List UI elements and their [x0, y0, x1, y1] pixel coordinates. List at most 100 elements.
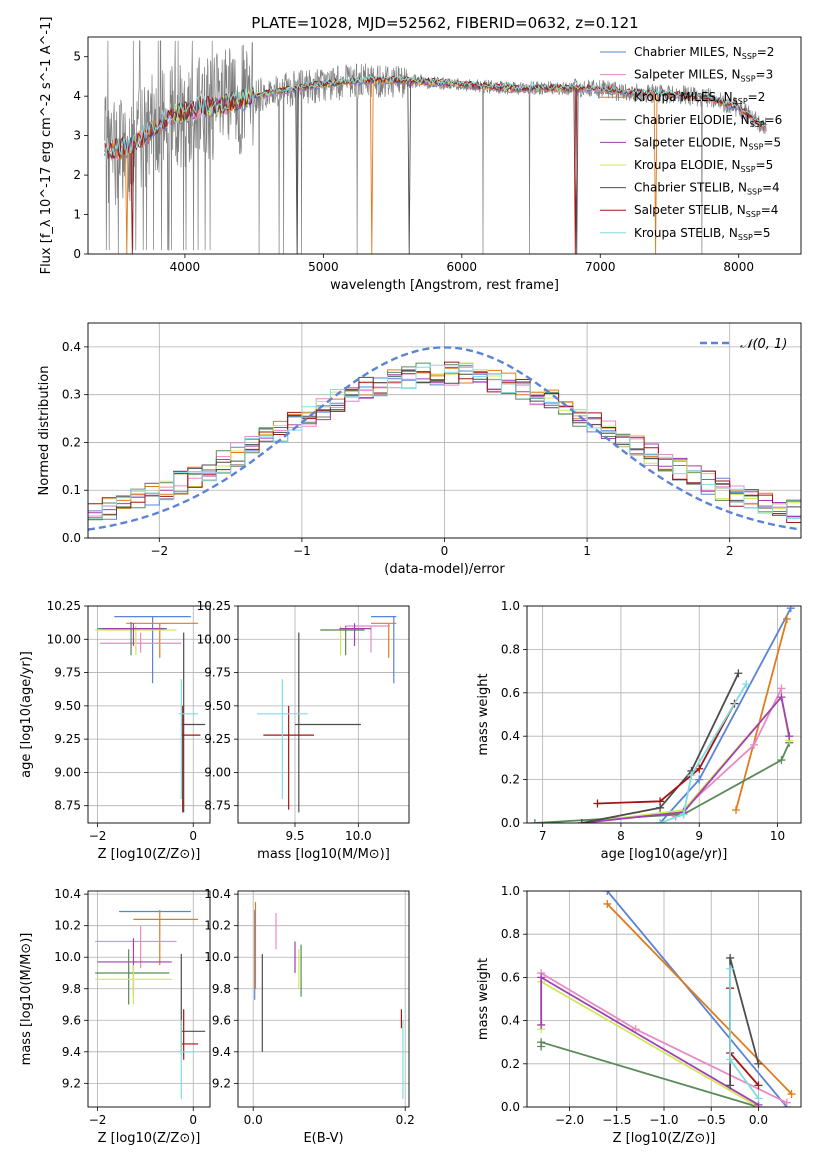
- legend-entry: 𝒩(0, 1): [740, 337, 787, 352]
- weight-point-marker: [750, 740, 759, 749]
- normal-curve-line: [88, 346, 801, 531]
- weight-point-marker: [726, 1055, 735, 1064]
- y-tick-label: 9.6: [212, 1013, 231, 1027]
- y-tick-label: 0.6: [501, 686, 520, 700]
- x-tick-label: 7: [539, 829, 547, 843]
- y-tick-label: 0.6: [501, 970, 520, 984]
- y-tick-label: 9.2: [62, 1076, 81, 1090]
- weight-point-marker: [734, 669, 743, 678]
- weight-point-marker: [786, 606, 795, 613]
- x-tick-label: 0.2: [396, 1113, 415, 1127]
- weight-point-marker: [577, 819, 586, 823]
- x-tick-label: 9.5: [285, 829, 304, 843]
- y-tick-label: 10.2: [204, 919, 231, 933]
- y-tick-label: 8.75: [54, 799, 81, 813]
- weight-series-line: [675, 688, 783, 818]
- y-tick-label: 0.0: [501, 816, 520, 830]
- weight-point-marker: [603, 891, 612, 895]
- x-axis-label: Z [log10(Z/Z⊙)]: [98, 847, 201, 862]
- weight-point-marker: [782, 615, 791, 624]
- y-tick-label: 10.0: [54, 950, 81, 964]
- y-tick-label: 0.1: [62, 483, 81, 497]
- figure-title: PLATE=1028, MJD=52562, FIBERID=0632, z=0…: [251, 14, 638, 32]
- legend-entry: Kroupa MILES, NSSP=2: [634, 90, 765, 106]
- y-tick-label: 9.4: [212, 1045, 231, 1059]
- y-tick-label: 9.8: [212, 982, 231, 996]
- y-tick-label: 9.25: [54, 732, 81, 746]
- x-tick-label: 0.0: [749, 1113, 768, 1127]
- weight-series-line: [540, 980, 759, 1107]
- x-tick-label: 7000: [585, 260, 616, 274]
- x-tick-label: 6000: [447, 260, 478, 274]
- y-tick-label: 10.2: [54, 919, 81, 933]
- weight-series-line: [735, 618, 788, 811]
- y-axis-label: mass weight: [476, 958, 491, 1040]
- y-tick-label: 9.75: [204, 666, 231, 680]
- panel-mass-vs-ebv: 0.0 0.2 9.2 9.4 9.6 9.8 10.0 10.2 10.4 E(B-V): [204, 887, 414, 1146]
- y-tick-label: 1.0: [501, 599, 520, 613]
- legend: Chabrier MILES, NSSP=2 Salpeter MILES, NS…: [600, 45, 782, 242]
- y-tick-label: 9.6: [62, 1013, 81, 1027]
- weight-point-marker: [603, 899, 612, 908]
- y-axis-label: Normed distribution: [37, 366, 52, 496]
- weight-series-line: [597, 703, 736, 805]
- weight-point-marker: [754, 1094, 763, 1103]
- y-tick-label: 3: [73, 129, 81, 143]
- weight-point-marker: [742, 680, 751, 689]
- x-axis-label: Z [log10(Z/Z⊙)]: [613, 1131, 716, 1146]
- legend-entry: Salpeter STELIB, NSSP=4: [634, 203, 778, 219]
- legend-entry: Salpeter ELODIE, NSSP=5: [634, 135, 781, 151]
- weight-point-marker: [726, 953, 735, 962]
- weight-point-marker: [777, 693, 786, 702]
- y-axis-label: mass [log10(M/M⊙)]: [19, 933, 34, 1066]
- y-tick-label: 8.75: [204, 799, 231, 813]
- y-tick-label: 9.2: [212, 1076, 231, 1090]
- weight-point-marker: [787, 1090, 796, 1099]
- weight-point-marker: [777, 684, 786, 693]
- weight-point-marker: [777, 756, 786, 765]
- x-tick-label: −1.5: [602, 1113, 631, 1127]
- axes-frame: [87, 36, 802, 255]
- plot-area: [537, 891, 796, 1107]
- axes-frame: [526, 890, 802, 1108]
- weight-point-marker: [530, 819, 539, 823]
- y-axis-label: mass weight: [476, 673, 491, 755]
- weight-series-line: [606, 903, 793, 1095]
- plot-area: [88, 346, 801, 538]
- weight-point-marker: [695, 764, 704, 773]
- x-tick-label: 4000: [170, 260, 201, 274]
- weight-point-marker: [656, 797, 665, 806]
- x-tick-label: 1: [583, 544, 591, 558]
- weight-point-marker: [726, 964, 735, 973]
- y-tick-label: 9.50: [54, 699, 81, 713]
- weight-series-line: [581, 695, 791, 823]
- y-tick-label: 1.0: [501, 884, 520, 898]
- x-tick-label: −2.0: [555, 1113, 584, 1127]
- weight-point-marker: [537, 973, 546, 982]
- weight-point-marker: [537, 1038, 546, 1047]
- y-tick-label: 0.3: [62, 388, 81, 402]
- x-axis-label: mass [log10(M/M⊙)]: [257, 847, 390, 862]
- plot-area: [95, 909, 206, 1100]
- weight-point-marker: [732, 805, 741, 814]
- y-tick-label: 10.25: [197, 599, 231, 613]
- weight-point-marker: [782, 1098, 791, 1107]
- axes-frame: [237, 605, 410, 824]
- legend-entry: Salpeter MILES, NSSP=3: [634, 68, 773, 84]
- y-tick-label: 0: [73, 247, 81, 261]
- panel-residuals: −2 −1 0 1 2 0.0 0.1 0.2 0.3 0.4 (data-model)/error…: [37, 322, 802, 577]
- y-tick-label: 9.4: [62, 1045, 81, 1059]
- legend-entry: Chabrier STELIB, NSSP=4: [634, 181, 780, 197]
- weight-series-line: [729, 968, 760, 1099]
- y-tick-label: 5: [73, 50, 81, 64]
- x-tick-label: 9: [695, 829, 703, 843]
- x-tick-label: 0: [441, 544, 449, 558]
- y-tick-label: 9.00: [54, 765, 81, 779]
- x-axis-label: (data-model)/error: [384, 562, 505, 577]
- plot-area: [95, 616, 206, 813]
- x-tick-label: −1.0: [649, 1113, 678, 1127]
- panel-weight-vs-Z: −2.0 −1.5 −1.0 −0.5 0.0 0.0 0.2 0.4 0.6 0.8 1.0 Z […: [476, 884, 802, 1146]
- y-tick-label: 1: [73, 208, 81, 222]
- weight-point-marker: [679, 810, 688, 819]
